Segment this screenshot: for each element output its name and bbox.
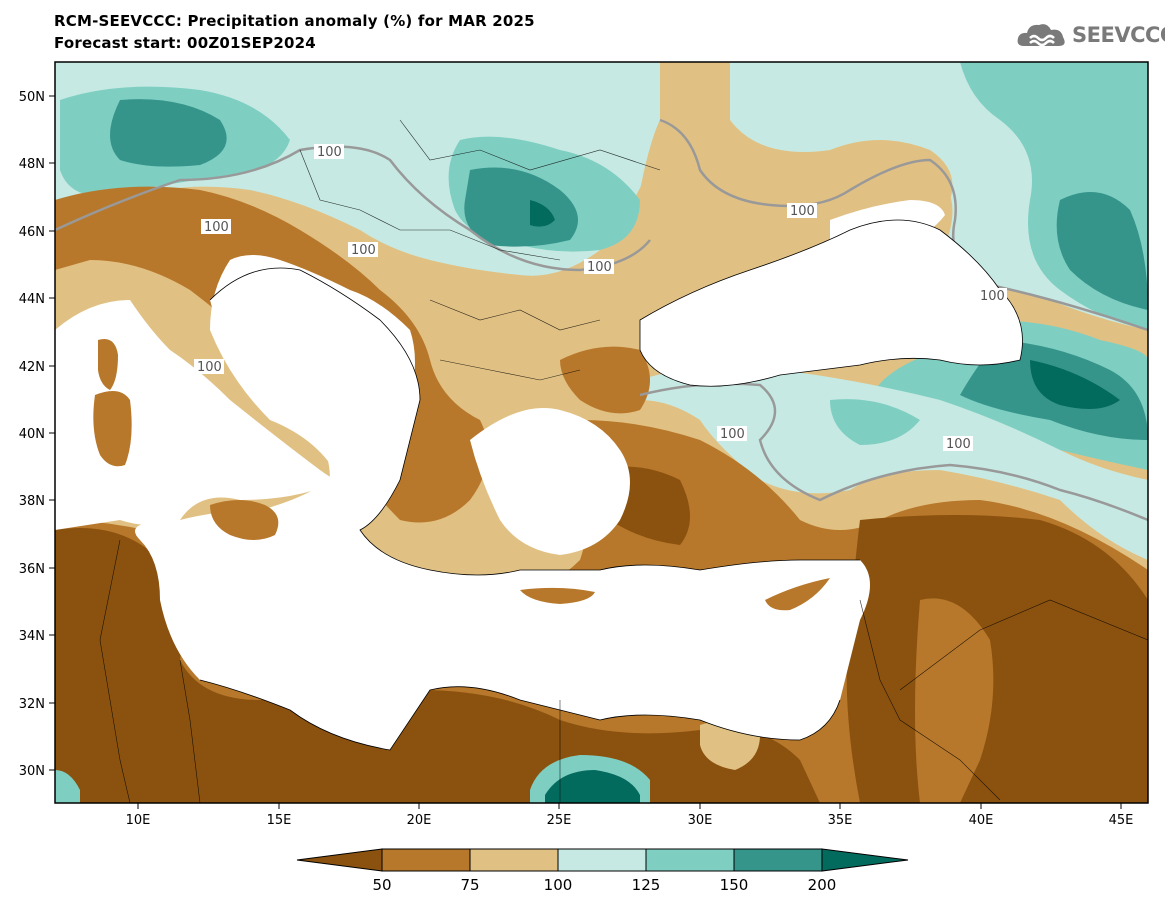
colorbar-swatch — [645, 848, 735, 872]
seevccc-logo: SEEVCCC — [1016, 20, 1165, 50]
lat-label: 40N — [19, 427, 45, 442]
colorbar-label: 75 — [460, 876, 479, 894]
lat-label: 50N — [19, 90, 45, 105]
colorbar-label: 200 — [808, 876, 837, 894]
lat-label: 48N — [19, 157, 45, 172]
lat-label: 36N — [19, 562, 45, 577]
colorbar-swatch — [557, 848, 647, 872]
colorbar-label: 125 — [632, 876, 661, 894]
colorbar-right-arrow — [821, 848, 909, 872]
colorbar-swatch — [381, 848, 471, 872]
contour-label: 100 — [946, 437, 971, 452]
contour-label: 100 — [197, 360, 222, 375]
latitude-axis: 50N 48N 46N 44N 42N 40N 38N 36N 34N 32N … — [19, 90, 55, 779]
contour-label: 100 — [790, 204, 815, 219]
contour-label: 100 — [980, 289, 1005, 304]
lat-label: 32N — [19, 697, 45, 712]
colorbar-swatch — [733, 848, 823, 872]
contour-labels: 100 100 100 100 100 100 100 100 100 — [194, 144, 1007, 452]
lat-label: 34N — [19, 629, 45, 644]
contour-label: 100 — [204, 220, 229, 235]
anomaly-field — [55, 62, 1148, 803]
sea-mask — [55, 200, 1023, 750]
colorbar-swatch — [469, 848, 559, 872]
forecast-start-label: Forecast start: 00Z01SEP2024 — [54, 34, 316, 52]
lat-label: 42N — [19, 360, 45, 375]
contour-label: 100 — [317, 145, 342, 160]
lon-label: 40E — [969, 813, 994, 828]
cloud-logo-icon — [1017, 24, 1065, 47]
colorbar-label: 150 — [720, 876, 749, 894]
lon-label: 10E — [126, 813, 151, 828]
lon-label: 25E — [547, 813, 572, 828]
lat-label: 44N — [19, 292, 45, 307]
lon-label: 30E — [688, 813, 713, 828]
contour-label: 100 — [351, 243, 376, 258]
colorbar: 50 75 100 125 150 200 — [296, 848, 909, 894]
logo-text: SEEVCCC — [1072, 23, 1165, 47]
colorbar-left-arrow — [296, 848, 383, 872]
lon-label: 15E — [267, 813, 292, 828]
lat-label: 38N — [19, 494, 45, 509]
colorbar-label: 100 — [544, 876, 573, 894]
contour-label: 100 — [587, 260, 612, 275]
borders — [99, 119, 1148, 803]
lon-label: 35E — [828, 813, 853, 828]
lon-label: 45E — [1109, 813, 1134, 828]
contour-label: 100 — [720, 427, 745, 442]
map-title: RCM-SEEVCCC: Precipitation anomaly (%) f… — [54, 12, 535, 30]
lon-label: 20E — [407, 813, 432, 828]
coastlines — [199, 219, 1023, 751]
longitude-axis: 10E 15E 20E 25E 30E 35E 40E 45E — [126, 803, 1134, 828]
lat-label: 46N — [19, 225, 45, 240]
lat-label: 30N — [19, 764, 45, 779]
colorbar-label: 50 — [372, 876, 391, 894]
